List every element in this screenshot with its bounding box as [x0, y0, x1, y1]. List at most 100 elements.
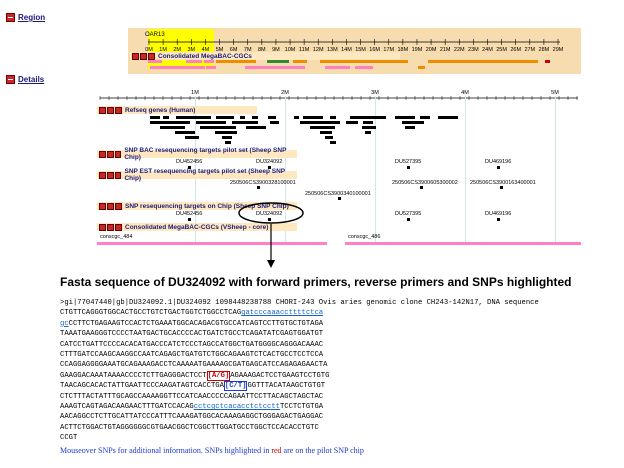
- track-close-icon[interactable]: [99, 171, 106, 179]
- chip-target-label[interactable]: DU324092: [256, 211, 283, 217]
- est-track-label: SNP EST resequencing targets pilot set (…: [124, 168, 285, 182]
- est-target-label[interactable]: 250506CS3900328100001: [230, 180, 296, 186]
- track-help-icon[interactable]: [148, 52, 155, 60]
- cgc-feature: [267, 60, 289, 63]
- ruler-tick-label: 15M: [355, 47, 366, 53]
- ruler-tick-label: 17M: [383, 47, 394, 53]
- detail-tick-label: 2M: [281, 90, 289, 96]
- ruler-tick-label: 22M: [454, 47, 465, 53]
- chip-target-label[interactable]: DU469196: [485, 211, 512, 217]
- chip-target-label[interactable]: DU527395: [395, 211, 422, 217]
- ruler-tick-label: 13M: [327, 47, 338, 53]
- track-config-icon[interactable]: [107, 223, 114, 231]
- track-config-icon[interactable]: [140, 52, 147, 60]
- refseq-track-header[interactable]: Refseq genes (Human): [97, 106, 257, 114]
- chip-target-marker[interactable]: [497, 218, 500, 221]
- track-help-icon[interactable]: [115, 106, 122, 114]
- ruler-tick-label: 11M: [299, 47, 310, 53]
- track-help-icon[interactable]: [114, 171, 122, 179]
- chip-target-marker[interactable]: [268, 218, 271, 221]
- cgc-feature: [545, 60, 550, 63]
- track-close-icon[interactable]: [99, 223, 106, 231]
- est-target-label[interactable]: 250506CS3900605300002: [392, 180, 458, 186]
- ruler-tick-label: 21M: [440, 47, 451, 53]
- track-close-icon[interactable]: [99, 150, 106, 158]
- track-close-icon[interactable]: [99, 106, 106, 114]
- collapse-toggle-icon[interactable]: [6, 13, 15, 22]
- track-help-icon[interactable]: [115, 202, 122, 210]
- refseq-genes: [150, 116, 458, 144]
- track-help-icon[interactable]: [115, 223, 122, 231]
- ruler-tick-label: 16M: [369, 47, 380, 53]
- est-track-header[interactable]: SNP EST resequencing targets pilot set (…: [97, 168, 297, 182]
- bac-track-header[interactable]: SNP BAC resequencing targets pilot set (…: [97, 147, 297, 161]
- region-track-header[interactable]: Consolidated MegaBAC-CGCs: [130, 52, 400, 60]
- bac-target-label[interactable]: DU469196: [485, 159, 512, 165]
- ruler-tick-label: 25M: [496, 47, 507, 53]
- fasta-header-line: >gi|77047440|gb|DU324092.1|DU324092 1098…: [60, 299, 539, 307]
- ruler-tick-label: 2M: [173, 47, 181, 53]
- snp-chip-marker[interactable]: [A/G]: [206, 370, 231, 381]
- est-target-marker[interactable]: [500, 186, 503, 189]
- track-config-icon[interactable]: [107, 202, 114, 210]
- highlight-annotation: [238, 202, 304, 268]
- ruler-tick-label: 10M: [285, 47, 296, 53]
- bac-target-marker[interactable]: [268, 166, 271, 169]
- detail-tick-label: 5M: [551, 90, 559, 96]
- ruler-tick-label: 18M: [398, 47, 409, 53]
- cgc-track-header[interactable]: Consolidated MegaBAC-CGCs (VSheep - core…: [97, 223, 297, 231]
- cgc-feature[interactable]: [97, 242, 327, 245]
- ruler-tick-label: 4M: [202, 47, 210, 53]
- est-target-label[interactable]: 250506CS3900340100001: [305, 191, 371, 197]
- forward-primer-continued[interactable]: gc: [60, 319, 69, 328]
- ruler-tick-label: 5M: [216, 47, 224, 53]
- ruler-tick-label: 6M: [230, 47, 238, 53]
- collapse-toggle-icon[interactable]: [6, 75, 15, 84]
- region-section-header[interactable]: Region: [6, 13, 45, 22]
- ruler-tick-label: 20M: [426, 47, 437, 53]
- est-target-label[interactable]: 250506CS3900163400001: [470, 180, 536, 186]
- ruler-tick-label: 29M: [553, 47, 564, 53]
- region-ruler: 0M 1M 2M 3M 4M 5M 6M 7M 8M 9M 10M 11M 12M 13M 14M 15M 16…: [145, 39, 564, 69]
- track-config-icon[interactable]: [106, 171, 114, 179]
- track-help-icon[interactable]: [114, 150, 122, 158]
- details-header-link[interactable]: Details: [18, 75, 45, 84]
- reverse-primer[interactable]: cctcgctcacacctctcctt: [193, 403, 280, 412]
- cgc-feature: [293, 60, 307, 63]
- bac-target-marker[interactable]: [407, 166, 410, 169]
- refseq-track-label: Refseq genes (Human): [125, 106, 196, 114]
- chip-target-label[interactable]: DU452456: [176, 211, 203, 217]
- ruler-tick-label: 0M: [145, 47, 153, 53]
- track-close-icon[interactable]: [132, 52, 139, 60]
- snp-marker[interactable]: [C/T]: [223, 381, 248, 392]
- chip-track-header[interactable]: SNP resequencing targets on Chip (Sheep …: [97, 202, 297, 210]
- track-config-icon[interactable]: [106, 150, 114, 158]
- forward-primer[interactable]: gatcccaaaccttttctca: [241, 309, 324, 318]
- region-header-link[interactable]: Region: [18, 13, 46, 22]
- track-close-icon[interactable]: [99, 202, 106, 210]
- est-target-marker[interactable]: [420, 186, 423, 189]
- cgc-feature: [150, 66, 205, 69]
- region-track-label: Consolidated MegaBAC-CGCs: [158, 52, 252, 60]
- track-config-icon[interactable]: [107, 106, 114, 114]
- cgc-feature: [355, 66, 373, 69]
- ruler-tick-label: 26M: [510, 47, 521, 53]
- ruler-tick-label: 24M: [482, 47, 493, 53]
- bac-target-label[interactable]: DU324092: [256, 159, 283, 165]
- chip-target-marker[interactable]: [188, 218, 191, 221]
- bac-target-label[interactable]: DU527395: [395, 159, 422, 165]
- details-section-header[interactable]: Details: [6, 75, 44, 84]
- cgc-label[interactable]: conscgc_486: [348, 234, 381, 240]
- cgc-label[interactable]: conscgc_484: [100, 234, 133, 240]
- bac-target-marker[interactable]: [497, 166, 500, 169]
- chip-target-marker[interactable]: [407, 218, 410, 221]
- ruler-tick-label: 28M: [539, 47, 550, 53]
- ruler-tick-label: 7M: [244, 47, 252, 53]
- cgc-feature: [186, 60, 202, 63]
- est-target-marker[interactable]: [257, 186, 260, 189]
- bac-target-label[interactable]: DU452456: [176, 159, 203, 165]
- est-target-marker[interactable]: [338, 197, 341, 200]
- cgc-feature[interactable]: [345, 242, 581, 245]
- ruler-tick-label: 19M: [412, 47, 423, 53]
- bac-target-marker[interactable]: [188, 166, 191, 169]
